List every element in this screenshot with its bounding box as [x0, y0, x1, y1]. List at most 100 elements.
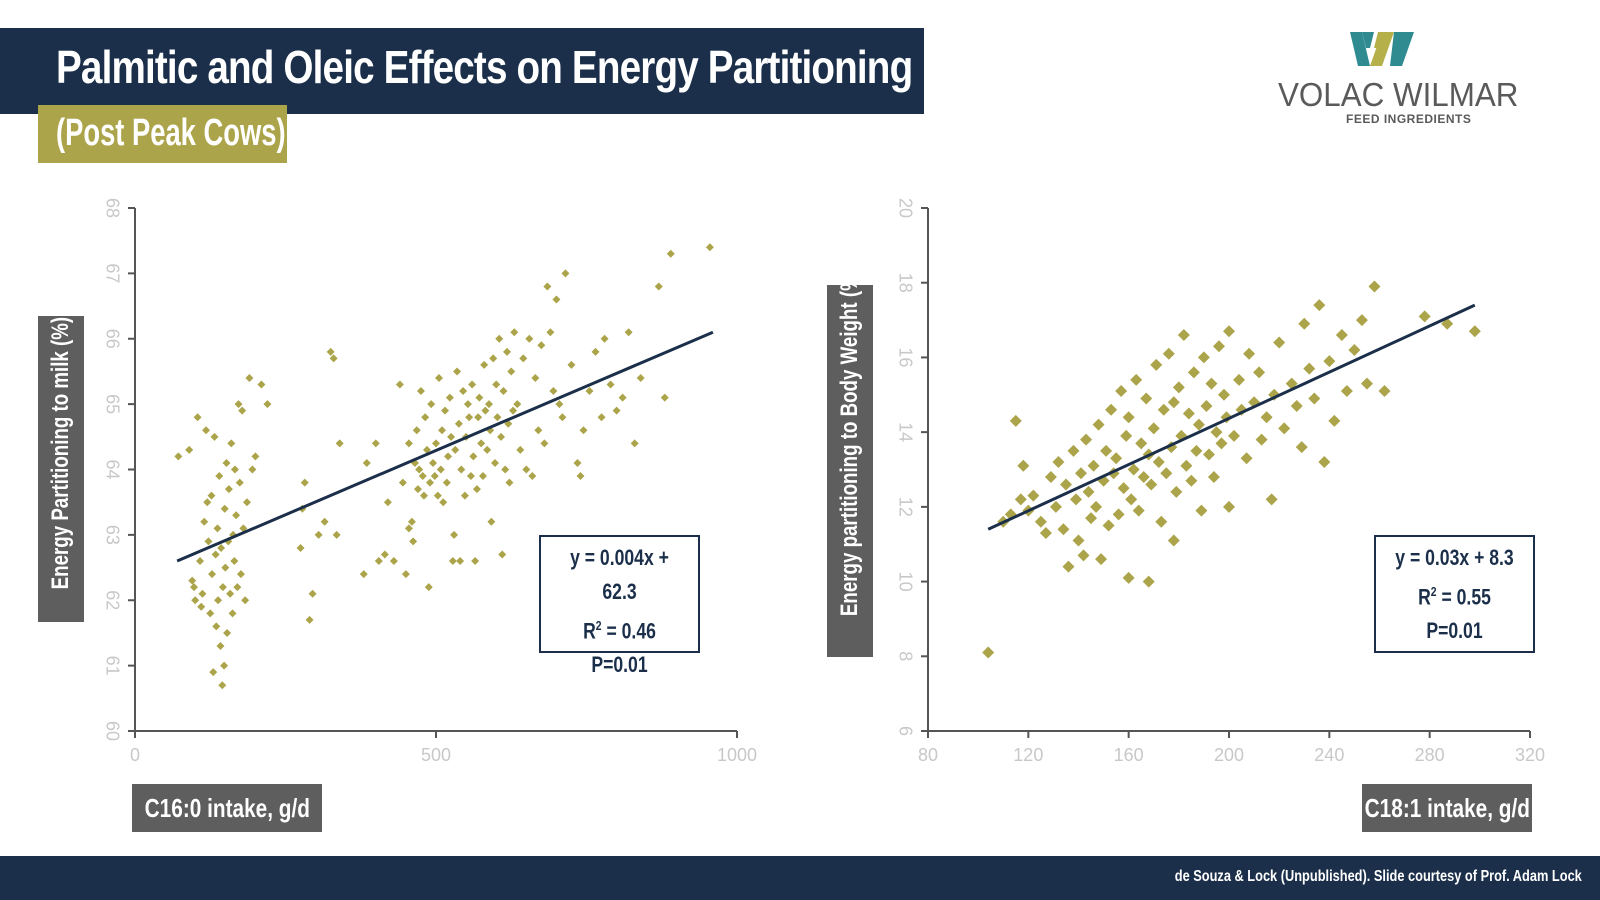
right-xlabel: C18:1 intake, g/d	[1362, 784, 1532, 832]
left-data-point	[202, 426, 211, 435]
right-data-point	[1197, 351, 1210, 364]
left-data-point	[484, 400, 493, 409]
right-r-value: = 0.55	[1436, 584, 1491, 610]
left-data-point	[218, 681, 227, 690]
left-data-point	[624, 328, 633, 337]
left-equation: y = 0.004x + 62.3	[570, 545, 669, 604]
right-data-point	[982, 646, 995, 659]
left-data-point	[498, 550, 507, 559]
right-data-point	[1295, 441, 1308, 454]
left-data-point	[193, 413, 202, 422]
left-data-point	[516, 445, 525, 454]
left-data-point	[481, 406, 490, 415]
left-data-point	[474, 413, 483, 422]
left-data-point	[505, 478, 514, 487]
right-data-point	[1182, 407, 1195, 420]
right-y-tick-label: 10	[895, 572, 915, 592]
right-x-tick-label: 240	[1314, 745, 1344, 765]
left-data-point	[185, 445, 194, 454]
left-r-label: R	[583, 618, 596, 644]
right-data-point	[1132, 504, 1145, 517]
left-data-point	[227, 439, 236, 448]
left-data-point	[540, 439, 549, 448]
right-data-point	[1090, 500, 1103, 513]
left-data-point	[216, 642, 225, 651]
right-data-point	[1378, 385, 1391, 398]
right-y-tick-label: 6	[895, 726, 915, 736]
left-data-point	[513, 400, 522, 409]
right-data-point	[1039, 527, 1052, 540]
left-data-point	[453, 367, 462, 376]
left-data-point	[419, 491, 428, 500]
left-r-value: = 0.46	[601, 618, 656, 644]
logo-name: VOLAC WILMAR	[1278, 76, 1519, 113]
left-data-point	[630, 439, 639, 448]
logo-tagline: FEED INGREDIENTS	[1346, 112, 1472, 126]
left-data-point	[409, 537, 418, 546]
right-y-tick-label: 8	[895, 651, 915, 661]
left-r-sup: 2	[595, 618, 602, 633]
right-data-point	[1418, 310, 1431, 323]
left-data-point	[427, 400, 436, 409]
right-data-point	[1308, 392, 1321, 405]
left-data-point	[212, 622, 221, 631]
left-data-point	[380, 550, 389, 559]
left-data-point	[477, 439, 486, 448]
right-data-point	[1145, 478, 1158, 491]
left-data-point	[413, 485, 422, 494]
left-data-point	[221, 563, 230, 572]
left-data-point	[245, 373, 254, 382]
title-bar	[0, 28, 924, 114]
left-data-point	[567, 360, 576, 369]
left-data-point	[242, 498, 251, 507]
right-data-point	[1228, 429, 1241, 442]
right-x-tick-label: 320	[1515, 745, 1545, 765]
right-data-point	[1195, 504, 1208, 517]
left-x-tick-label: 500	[421, 745, 451, 765]
left-data-point	[424, 583, 433, 592]
left-equation-box: y = 0.004x + 62.3 R2 = 0.46 P=0.01	[539, 535, 700, 677]
left-data-point	[537, 341, 546, 350]
left-data-point	[359, 570, 368, 579]
left-data-point	[468, 380, 477, 389]
left-data-point	[203, 498, 212, 507]
right-y-tick-label: 20	[895, 198, 915, 218]
left-data-point	[492, 380, 501, 389]
right-data-point	[1122, 571, 1135, 584]
left-data-point	[487, 517, 496, 526]
left-data-point	[466, 472, 475, 481]
right-ylabel: Energy partitioning to Body Weight (%)	[836, 268, 863, 617]
right-y-tick-label: 14	[895, 422, 915, 442]
left-data-point	[222, 458, 231, 467]
left-data-point	[300, 478, 309, 487]
right-data-point	[1120, 429, 1133, 442]
right-equation-box: y = 0.03x + 8.3 R2 = 0.55 P=0.01	[1374, 535, 1535, 653]
right-data-point	[1185, 474, 1198, 487]
left-data-point	[606, 380, 615, 389]
left-ylabel-box	[38, 316, 84, 622]
left-data-point	[495, 334, 504, 343]
right-ylabel-box	[827, 285, 873, 657]
left-data-point	[612, 406, 621, 415]
left-xlabel: C16:0 intake, g/d	[132, 784, 322, 832]
left-data-point	[463, 400, 472, 409]
left-data-point	[335, 439, 344, 448]
left-data-point	[483, 445, 492, 454]
left-data-point	[456, 557, 465, 566]
right-data-point	[1167, 534, 1180, 547]
right-data-point	[1328, 414, 1341, 427]
right-data-point	[1233, 373, 1246, 386]
left-data-point	[428, 458, 437, 467]
left-data-point	[326, 347, 335, 356]
left-data-point	[208, 570, 217, 579]
right-data-point	[1122, 411, 1135, 424]
right-data-point	[1115, 385, 1128, 398]
right-data-point	[1255, 433, 1268, 446]
left-data-point	[430, 472, 439, 481]
left-data-point	[444, 452, 453, 461]
right-data-point	[1335, 329, 1348, 342]
left-data-point	[223, 628, 232, 637]
right-data-point	[1072, 534, 1085, 547]
right-data-point	[1223, 500, 1235, 513]
left-data-point	[460, 491, 469, 500]
